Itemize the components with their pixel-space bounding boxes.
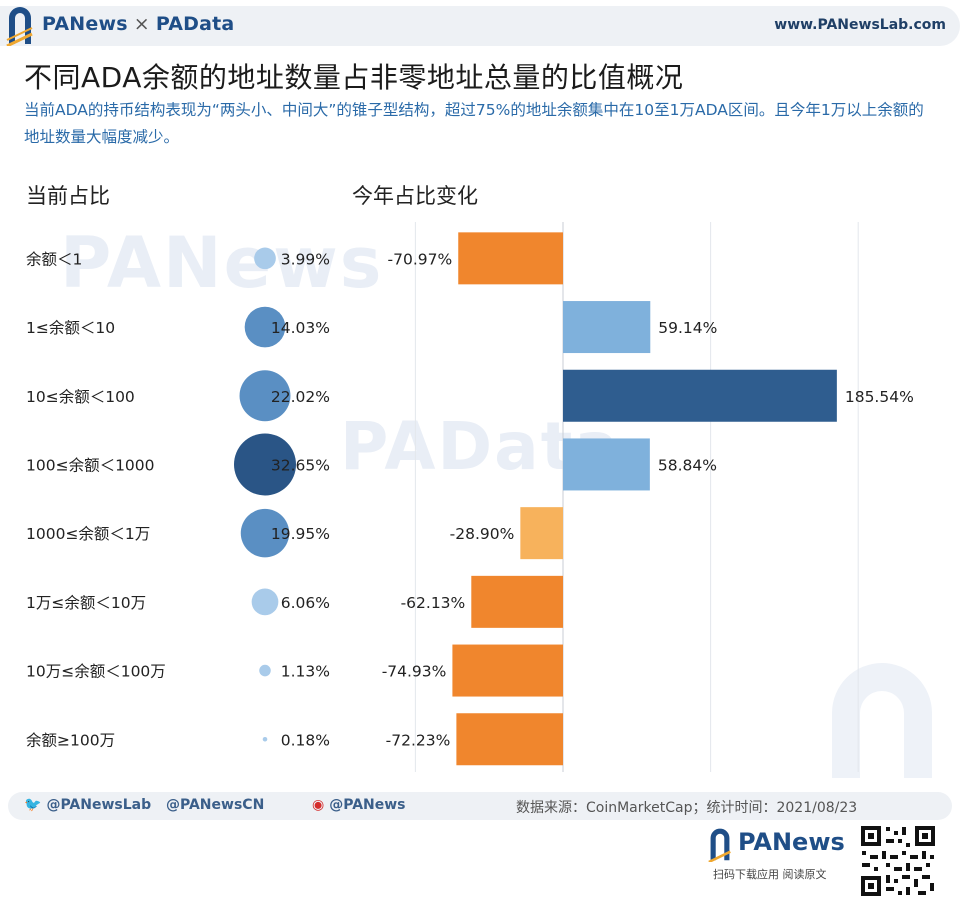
change-label: -72.23%: [386, 731, 451, 749]
share-circle: [259, 664, 271, 677]
brand-right: PAData: [155, 13, 235, 35]
share-label: 19.95%: [271, 525, 330, 543]
twitter-handle-2[interactable]: @PANewsCN: [166, 797, 265, 813]
watermark-arch-icon: [832, 663, 932, 778]
share-circle: [251, 588, 279, 616]
left-panel-title: 当前占比: [26, 184, 110, 208]
share-circle: [254, 247, 276, 270]
watermark-panews: PANews: [60, 222, 384, 304]
footer-strip: [8, 792, 952, 820]
change-bar: [471, 575, 563, 628]
share-label: 22.02%: [271, 388, 330, 406]
qr-code-icon[interactable]: [858, 823, 938, 899]
category-label: 余额≥100万: [26, 730, 115, 749]
category-label: 余额＜1: [26, 249, 82, 268]
twitter-icon: 🐦: [24, 797, 42, 813]
brand-strip: [0, 6, 960, 46]
header-bar: PANews × PAData www.PANewsLab.com: [0, 0, 960, 52]
data-source: 数据来源：CoinMarketCap；统计时间：2021/08/23: [516, 800, 858, 816]
share-label: 0.18%: [281, 731, 330, 749]
category-label: 10万≤余额＜100万: [26, 662, 166, 681]
share-circle: [240, 508, 290, 558]
share-circle: [234, 433, 296, 496]
category-label: 10≤余额＜100: [26, 387, 135, 406]
weibo-handle-label: @PANews: [329, 797, 406, 813]
change-bar: [563, 369, 837, 422]
share-circle: [239, 370, 291, 422]
bottom-caption: 扫码下载应用 阅读原文: [713, 868, 827, 881]
share-label: 6.06%: [281, 594, 330, 612]
bottom-logo-icon: [708, 828, 731, 862]
change-label: 59.14%: [658, 319, 717, 337]
brand-text: PANews × PAData: [42, 13, 234, 35]
change-label: 185.54%: [845, 388, 914, 406]
share-label: 1.13%: [281, 663, 330, 681]
change-label: -74.93%: [382, 663, 447, 681]
change-bar: [563, 301, 651, 354]
category-label: 1000≤余额＜1万: [26, 524, 150, 543]
weibo-icon: ◉: [312, 797, 325, 813]
site-url[interactable]: www.PANewsLab.com: [774, 17, 946, 33]
twitter-handle-1[interactable]: 🐦 @PANewsLab: [24, 797, 151, 813]
change-label: -62.13%: [401, 594, 466, 612]
brand-left: PANews: [42, 13, 128, 35]
brand-separator: ×: [133, 13, 150, 35]
right-panel-title: 今年占比变化: [352, 184, 478, 208]
weibo-handle[interactable]: ◉ @PANews: [312, 797, 406, 813]
panews-logo-icon: [6, 7, 33, 46]
bottom-logo: PANews: [738, 828, 845, 856]
category-label: 100≤余额＜1000: [26, 455, 155, 474]
share-label: 14.03%: [271, 319, 330, 337]
change-label: 58.84%: [658, 456, 717, 474]
page-title: 不同ADA余额的地址数量占非零地址总量的比值概况: [24, 61, 684, 94]
change-bar: [458, 232, 563, 285]
change-bar: [563, 438, 650, 491]
change-bar: [520, 507, 563, 560]
page-subtitle: 当前ADA的持币结构表现为“两头小、中间大”的锥子型结构，超过75%的地址余额集…: [24, 101, 924, 146]
share-circle: [262, 736, 268, 742]
category-label: 1≤余额＜10: [26, 318, 115, 337]
change-bar: [452, 644, 563, 697]
twitter-handle-1-label: @PANewsLab: [46, 797, 152, 813]
change-label: -28.90%: [450, 525, 515, 543]
share-circle: [244, 306, 286, 348]
share-label: 32.65%: [271, 456, 330, 474]
change-bar: [456, 713, 563, 766]
change-label: -70.97%: [388, 250, 453, 268]
share-label: 3.99%: [281, 250, 330, 268]
category-label: 1万≤余额＜10万: [26, 593, 146, 612]
